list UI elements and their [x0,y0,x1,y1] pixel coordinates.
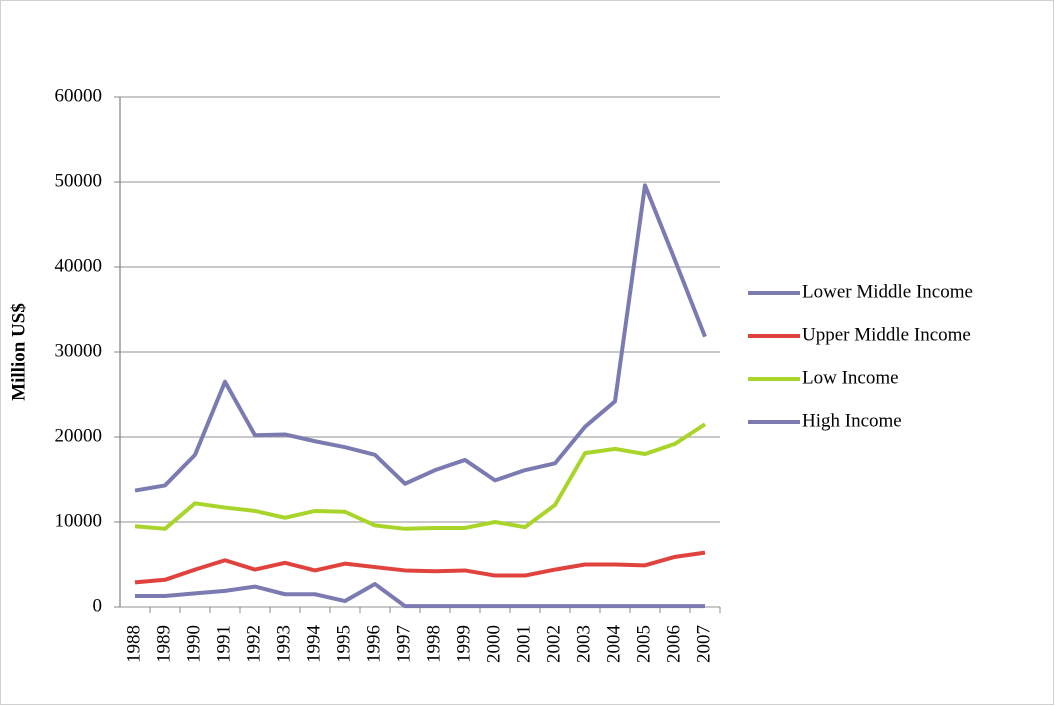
x-tick-label: 1999 [453,625,474,663]
y-axis-label: Million US$ [8,303,29,401]
x-tick-label: 1993 [273,625,294,663]
series-line [134,422,707,531]
x-tick-label: 2003 [573,625,594,663]
y-tick-label: 40000 [55,255,103,276]
y-tick-label: 0 [93,595,103,616]
series-line [134,550,706,585]
x-tick-label: 2005 [633,625,654,663]
x-tick-label: 2006 [663,625,684,663]
legend-label: High Income [802,410,902,431]
y-tick-label: 30000 [55,340,103,361]
x-tick-label: 2004 [603,625,624,664]
x-tick-label: 2001 [513,625,534,663]
legend-label: Low Income [802,367,899,388]
x-tick-label: 1998 [423,625,444,663]
x-tick-label: 1990 [183,625,204,663]
y-tick-label: 50000 [55,170,103,191]
y-tick-label: 20000 [55,425,103,446]
x-tick-label: 1989 [153,625,174,663]
x-tick-label: 2007 [693,625,714,663]
legend-label: Upper Middle Income [802,324,971,345]
series-line [134,183,707,493]
x-tick-label: 1996 [363,625,384,663]
x-tick-label: 1988 [123,625,144,663]
x-tick-label: 2002 [543,625,564,663]
x-tick-label: 1997 [393,625,414,663]
legend-label: Lower Middle Income [802,281,973,302]
x-tick-label: 1995 [333,625,354,663]
y-tick-label: 60000 [55,85,103,106]
x-tick-label: 1994 [303,625,324,664]
series-line [135,582,705,609]
x-tick-label: 2000 [483,625,504,663]
x-tick-label: 1992 [243,625,264,663]
y-tick-label: 10000 [55,510,103,531]
x-tick-label: 1991 [213,625,234,663]
